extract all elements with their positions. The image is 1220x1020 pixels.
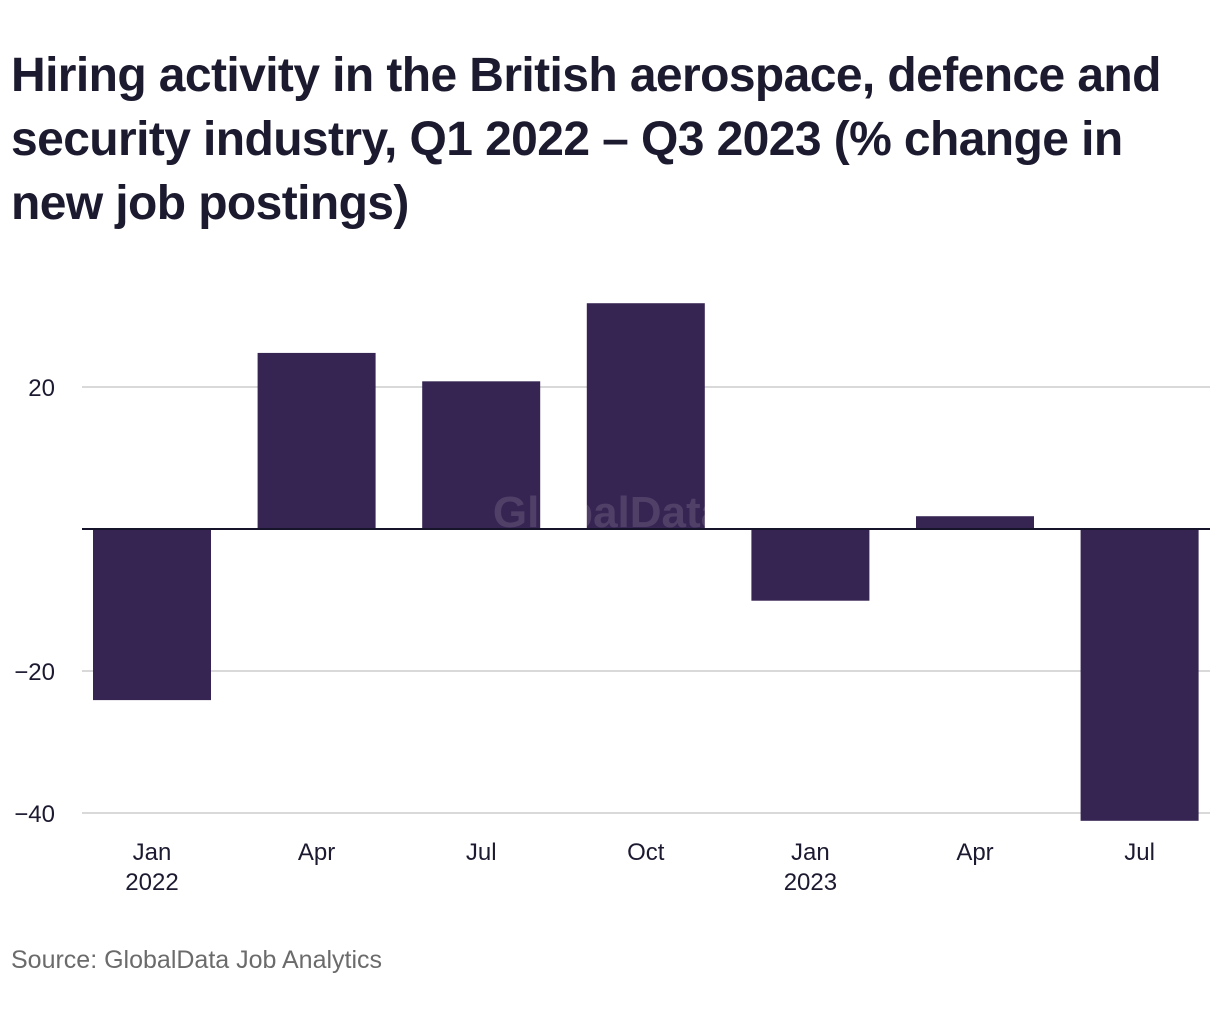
bar-jul-2023 xyxy=(1080,529,1199,821)
x-axis-tick-labels: Jan 2022 Apr Jul Oct Jan 2023 Apr Jul xyxy=(125,839,1155,896)
bars xyxy=(93,303,1199,821)
y-axis-tick-labels: 20 −20 −40 xyxy=(14,375,55,828)
x-tick-label: Apr xyxy=(956,839,993,866)
bar-jan-2023 xyxy=(751,529,870,601)
bar-apr-2023 xyxy=(916,516,1034,529)
y-tick-label: −20 xyxy=(14,659,55,686)
x-tick-year-label: 2022 xyxy=(125,869,178,896)
bar-jul-2022 xyxy=(422,381,541,529)
chart-title: Hiring activity in the British aerospace… xyxy=(11,49,1161,230)
y-tick-label: 20 xyxy=(28,375,55,402)
x-tick-label: Jan xyxy=(791,839,830,866)
source-note: Source: GlobalData Job Analytics xyxy=(11,946,383,974)
x-tick-label: Jan xyxy=(133,839,172,866)
x-tick-year-label: 2023 xyxy=(784,869,837,896)
bar-oct-2022 xyxy=(586,303,705,529)
x-tick-label: Apr xyxy=(298,839,335,866)
bar-jan-2022 xyxy=(93,529,211,701)
x-tick-label: Jul xyxy=(1124,839,1155,866)
bar-apr-2022 xyxy=(257,352,376,529)
x-tick-label: Jul xyxy=(466,839,497,866)
x-tick-label: Oct xyxy=(627,839,665,866)
y-tick-label: −40 xyxy=(14,801,55,828)
